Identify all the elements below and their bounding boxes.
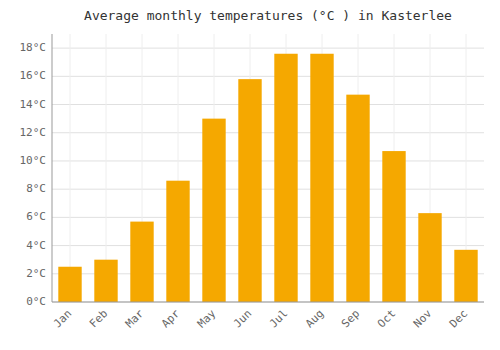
x-tick-label: Jul (267, 307, 290, 330)
y-grid-line (52, 132, 484, 133)
y-tick-label: 4°C (26, 239, 46, 252)
bar (310, 54, 333, 302)
bar (274, 54, 297, 302)
y-grid-line (52, 160, 484, 161)
x-tick-label: Nov (411, 307, 435, 331)
bar (130, 222, 153, 302)
x-tick-label: Oct (375, 307, 398, 330)
bar (418, 213, 441, 302)
bars (58, 54, 477, 302)
y-grid-line (52, 104, 484, 105)
bar (94, 260, 117, 302)
bar (346, 95, 369, 302)
x-tick-label: Jun (231, 307, 254, 330)
bar (166, 181, 189, 302)
chart-container: 0°C 2°C 4°C 6°C 8°C 10°C 12°C 14°C 16°C 18°C Jan Fe… (0, 0, 500, 350)
bar (382, 151, 405, 302)
x-grid-line (70, 34, 71, 302)
y-tick-label: 12°C (20, 126, 47, 139)
grid (52, 34, 484, 302)
y-tick-label: 0°C (26, 295, 46, 308)
y-tick-label: 2°C (26, 267, 46, 280)
x-axis-line (52, 302, 484, 303)
chart-svg: 0°C 2°C 4°C 6°C 8°C 10°C 12°C 14°C 16°C 18°C Jan Fe… (0, 0, 500, 350)
x-tick-label: Jan (51, 307, 74, 330)
y-grid-line (52, 302, 484, 303)
y-tick-label: 6°C (26, 210, 46, 223)
x-tick-label: Aug (303, 307, 326, 330)
x-tick-label: May (195, 307, 219, 331)
y-tick-label: 16°C (20, 69, 47, 82)
y-tick-label: 14°C (20, 98, 47, 111)
y-tick-label: 8°C (26, 182, 46, 195)
x-tick-label: Sep (339, 307, 362, 330)
x-tick-label: Feb (87, 307, 110, 330)
y-axis-line (52, 34, 53, 302)
bar (58, 267, 81, 302)
x-tick-label: Apr (159, 307, 183, 331)
title: Average monthly temperatures (°C ) in Ka… (84, 8, 452, 23)
x-tick-label: Mar (123, 307, 147, 331)
bar (238, 79, 261, 302)
y-tick-label: 18°C (20, 41, 47, 54)
y-grid-line (52, 48, 484, 49)
bar (202, 119, 225, 302)
y-grid-line (52, 189, 484, 190)
y-grid-line (52, 76, 484, 77)
x-tick-label: Dec (447, 307, 470, 330)
y-tick-label: 10°C (20, 154, 47, 167)
bar (454, 250, 477, 302)
